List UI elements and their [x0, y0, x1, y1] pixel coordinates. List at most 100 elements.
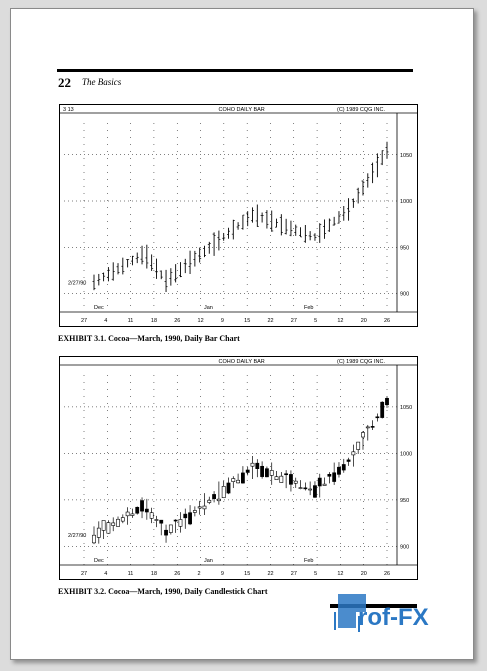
x-tick-label: 27: [291, 571, 297, 577]
candle-body: [337, 466, 341, 475]
chart-header-title: COHO DAILY BAR: [219, 359, 265, 365]
x-tick-label: 22: [267, 571, 273, 577]
candle-body: [106, 522, 111, 534]
x-tick-label: 4: [104, 318, 107, 324]
candle-body: [164, 529, 168, 536]
candle-body: [96, 527, 101, 538]
candle-body: [284, 473, 289, 476]
candle-body: [173, 519, 178, 522]
x-tick-label: 9: [221, 318, 224, 324]
x-tick-label: 20: [361, 318, 367, 324]
candle-body: [144, 508, 149, 513]
x-tick-label: 4: [104, 571, 107, 577]
candlestick-chart-figure: COHO DAILY BAR (C) 1989 CQG INC. 1050 1000 9…: [59, 356, 418, 580]
candle-body: [202, 505, 207, 510]
chart-header-title: COHO DAILY BAR: [219, 107, 265, 113]
x-tick-label: 9: [221, 571, 224, 577]
y-tick-label: 900: [400, 292, 409, 298]
x-tick-label: 27: [291, 318, 297, 324]
candle-body: [298, 487, 303, 489]
chart-header-right: (C) 1989 CQG INC.: [337, 359, 385, 365]
candle-body: [313, 485, 317, 498]
x-tick-label: 12: [198, 318, 204, 324]
candle-body: [231, 478, 236, 482]
figure-caption-2: EXHIBIT 3.2. Cocoa—March, 1990, Daily Ca…: [58, 587, 268, 596]
x-tick-label: 26: [174, 571, 180, 577]
candlestick-chart-svg: COHO DAILY BAR (C) 1989 CQG INC. 1050 1000 9…: [60, 359, 417, 577]
bar-chart-svg: 3 13 COHO DAILY BAR (C) 1989 CQG INC. 1050 1…: [60, 107, 417, 324]
candle-body: [92, 534, 96, 544]
candle-body: [192, 510, 197, 513]
candle-body: [188, 512, 192, 525]
candle-body: [221, 486, 226, 499]
chart-header-right: (C) 1989 CQG INC.: [337, 107, 385, 113]
candle-body: [365, 426, 370, 429]
x-tick-label: 15: [244, 318, 250, 324]
x-tick-label: 27: [81, 571, 87, 577]
month-label: Dec: [94, 558, 104, 564]
section-title: The Basics: [82, 77, 122, 87]
candle-body: [140, 500, 144, 512]
candle-body: [101, 520, 106, 531]
candle-body: [370, 426, 375, 428]
candle-body: [361, 432, 365, 438]
chart-header-left: 3 13: [63, 107, 74, 113]
x-tick-label: 11: [128, 318, 134, 324]
candle-body: [341, 464, 346, 471]
y-tick-label: 1000: [400, 199, 412, 205]
candle-body: [332, 472, 337, 482]
candle-body: [289, 474, 293, 485]
x-tick-label: 15: [244, 571, 250, 577]
candle-body: [322, 483, 327, 486]
page-number: 22: [58, 75, 71, 90]
y-tick-label: 1050: [400, 405, 412, 411]
candle-body: [380, 401, 385, 418]
y-tick-label: 950: [400, 245, 409, 251]
candle-body: [269, 470, 274, 476]
x-tick-label: 22: [267, 318, 273, 324]
candle-body: [207, 499, 212, 503]
candle-body: [111, 522, 116, 526]
candle-body: [197, 506, 202, 509]
x-tick-label: 12: [337, 571, 343, 577]
month-label: Jan: [204, 305, 213, 311]
x-tick-label: 18: [151, 318, 157, 324]
x-tick-label: 20: [361, 571, 367, 577]
candle-body: [279, 475, 284, 483]
candle-body: [212, 494, 216, 500]
candle-body: [260, 465, 265, 477]
candle-body: [183, 513, 188, 519]
candle-body: [385, 397, 389, 406]
candle-body: [245, 469, 250, 473]
y-tick-label: 950: [400, 498, 409, 504]
candle-body: [159, 519, 164, 524]
x-tick-label: 26: [384, 318, 390, 324]
candle-body: [154, 519, 159, 521]
y-tick-label: 1000: [400, 451, 412, 457]
month-label: Feb: [304, 305, 313, 311]
candle-body: [327, 473, 332, 477]
candle-body: [120, 517, 125, 522]
y-tick-label: 900: [400, 544, 409, 550]
figure-caption-1: EXHIBIT 3.1. Cocoa—March, 1990, Daily Ba…: [58, 334, 240, 343]
footer-rule: [330, 604, 417, 608]
candle-body: [308, 488, 313, 491]
candle-body: [255, 462, 260, 469]
logo-mark-icon: [334, 594, 366, 632]
x-tick-label: 18: [151, 571, 157, 577]
bar-chart-figure: 3 13 COHO DAILY BAR (C) 1989 CQG INC. 1050 1…: [59, 104, 418, 327]
candle-body: [236, 479, 240, 484]
candle-body: [303, 487, 308, 490]
candle-body: [116, 518, 120, 527]
candle-body: [346, 459, 351, 462]
candle-body: [168, 524, 173, 533]
start-date-label: 2/27/90: [68, 533, 86, 539]
candle-body: [135, 506, 140, 514]
candle-body: [149, 512, 154, 519]
x-tick-label: 5: [314, 318, 317, 324]
candle-body: [375, 416, 380, 419]
candle-body: [125, 511, 130, 517]
x-tick-label: 26: [384, 571, 390, 577]
month-label: Feb: [304, 558, 313, 564]
x-tick-label: 11: [128, 571, 134, 577]
